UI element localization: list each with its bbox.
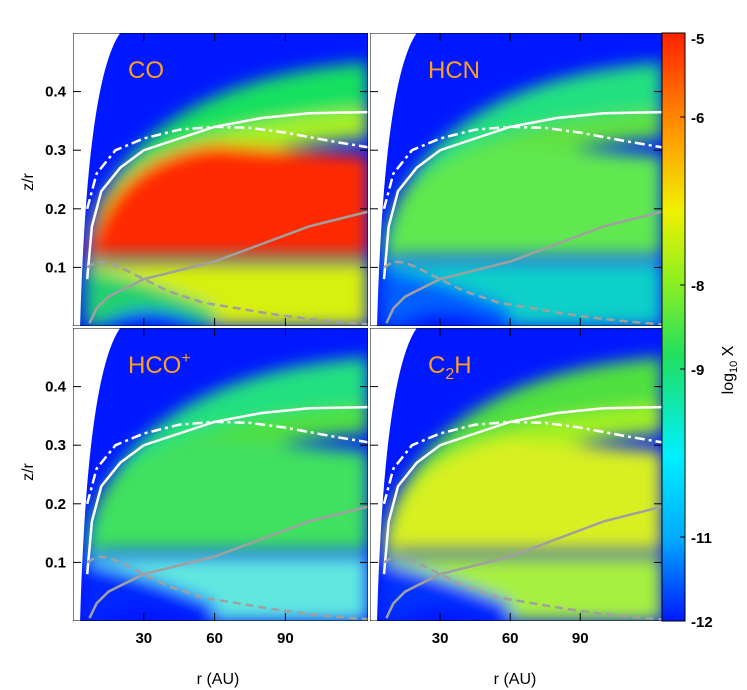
y-axis-label-bottom: z/r [20,462,37,480]
y-tick-label: 0.3 [45,437,66,454]
lower-region [84,267,215,326]
species-label-sup: H [454,352,471,379]
contour-gray-solid [88,505,368,619]
species-label-sub: 2 [445,366,454,383]
contour-gray-solid [88,210,368,324]
midplane-depletion [101,311,203,326]
upper-band-inner [96,109,368,244]
panel-3-map [370,328,662,621]
y-tick-label: 0.1 [45,259,66,276]
species-label-main: HCO [128,352,181,379]
lower-region [381,562,511,621]
contour-white-solid [382,405,662,575]
panel-0-map [73,33,368,326]
y-axis-label: z/r [20,172,37,190]
colorbar-label: log10 X [720,345,740,394]
contour-white-solid [85,110,368,280]
colorbar-tick-label: -5 [691,31,704,48]
colorbar-frame [661,32,686,622]
x-tick-label: 90 [277,630,294,647]
x-tick-label: 60 [502,630,519,647]
species-label-main: HCN [428,57,480,84]
species-label: HCO+ [128,350,191,379]
contour-gray-dashed [383,555,662,621]
colorbar-tick-label: -9 [691,362,704,379]
empty-wedge [73,328,121,621]
contour-gray-solid [385,505,662,619]
y-tick-label: 0.1 [45,554,66,571]
species-label: CO [128,57,164,84]
panel-2-map [73,328,368,621]
colorbar-tick-label: -8 [691,278,704,295]
contour-white-dashdot [382,420,662,505]
species-label-main: C [428,352,445,379]
panels-group: CO HCN HCO+ C2H [73,33,662,621]
core-region [84,144,368,262]
core-region [381,439,662,557]
colorbar-label-rest: X [720,345,737,360]
contour-white-dashdot [382,125,662,210]
contour-gray-dashed [86,260,368,326]
colorbar-tick-label: -12 [691,614,713,631]
contour-white-dashdot [85,420,368,505]
species-label-main: CO [128,57,164,84]
upper-band-inner [393,404,662,539]
colorbar-label-sub: 10 [728,361,740,373]
x-axis-label-right: r (AU) [494,671,537,688]
colorbar-tick-label: -11 [691,530,712,547]
empty-wedge [73,33,121,326]
upper-band-inner [393,109,662,244]
panel-field [381,357,662,621]
y-tick-label: 0.3 [45,142,66,159]
contour-white-solid [382,110,662,280]
midplane-depletion [101,606,203,621]
axes-group: 0.1 0.2 0.3 0.4 30 60 90 0.1 0.2 0.3 0.4 30 60 90 [45,33,662,647]
colorbar-label-main: log [720,373,737,394]
colorbar [662,33,685,621]
panel-1-map [370,33,662,326]
core-region [381,144,662,262]
colorbar-ticks: -5 -6 -8 -9 -11 -12 [661,31,713,631]
species-label-sup: + [181,350,190,367]
lower-region [381,267,511,326]
lower-region [84,562,215,621]
contour-gray-dashed [86,555,368,621]
y-tick-label: 0.2 [45,201,66,218]
y-tick-label: 0.2 [45,496,66,513]
empty-wedge [370,328,417,621]
species-label: HCN [428,57,480,84]
x-tick-label: 30 [135,630,152,647]
midplane-depletion [398,606,499,621]
upper-band-inner [96,404,368,539]
midplane-depletion [398,311,499,326]
x-tick-label: 30 [432,630,449,647]
contour-white-dashdot [85,125,368,210]
empty-wedge [370,33,417,326]
core-region [84,439,368,557]
y-tick-label: 0.4 [45,379,67,396]
colorbar-tick-label: -6 [691,110,704,127]
x-axis-label: r (AU) [197,671,240,688]
contour-white-solid [85,405,368,575]
contour-gray-solid [385,210,662,324]
x-tick-label: 90 [572,630,589,647]
x-tick-label: 60 [206,630,223,647]
species-label: C2H [428,352,472,383]
y-tick-label: 0.4 [45,84,67,101]
contour-gray-dashed [383,260,662,326]
